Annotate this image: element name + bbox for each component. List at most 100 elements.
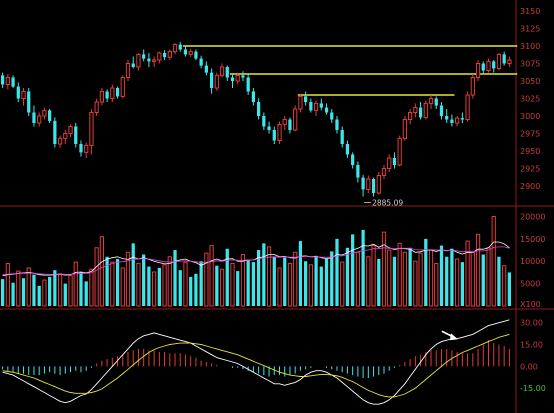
candle — [84, 142, 89, 158]
candle — [376, 172, 381, 195]
candle — [162, 50, 167, 60]
volume-bar — [397, 242, 402, 307]
price-axis: 3150 3125 3100 3075 3050 3025 3000 2975 2950 2925… — [520, 7, 540, 191]
volume-bar — [105, 256, 109, 306]
candle-body — [277, 123, 282, 142]
low-annotation: 2885.09 — [364, 198, 403, 207]
candle-body — [204, 65, 208, 73]
candle-body — [486, 60, 491, 72]
candle-body — [246, 77, 250, 92]
candle — [423, 100, 428, 120]
volume-bar — [189, 276, 193, 306]
candle-body — [345, 144, 350, 155]
volume-bar — [68, 275, 73, 307]
volume-bar — [491, 215, 496, 307]
candle-body — [455, 117, 460, 124]
volume-bar — [73, 261, 78, 307]
candle — [251, 88, 256, 106]
volume-bar — [287, 262, 293, 307]
candle — [381, 165, 387, 179]
volume-bar — [215, 265, 219, 306]
volume-bar — [366, 256, 371, 307]
price-tick-label: 3150 — [520, 7, 540, 16]
macd-axis: 30.00 15.00 0.00 -15.00 — [520, 319, 546, 393]
volume-bar — [178, 270, 182, 306]
candle — [496, 53, 502, 71]
candle — [507, 56, 512, 67]
candle — [68, 124, 73, 137]
candle — [157, 51, 162, 64]
volume-bar — [455, 258, 460, 307]
candle-body — [392, 158, 397, 165]
candle-body — [507, 59, 512, 64]
candle-body — [330, 112, 334, 120]
candle — [42, 107, 47, 120]
candle — [199, 55, 203, 69]
volume-bar — [11, 282, 15, 306]
resistance-lines — [182, 45, 518, 96]
volume-bar — [335, 238, 339, 306]
volume-bar — [266, 246, 272, 307]
arrow-head — [449, 333, 458, 341]
volume-bar — [497, 256, 501, 306]
candle — [460, 112, 464, 123]
volume-bar — [283, 257, 287, 306]
volume-bar — [230, 262, 235, 307]
volume-bar — [209, 245, 214, 307]
volume-bars — [0, 215, 512, 307]
volume-tick-label: 15000 — [520, 235, 545, 244]
candle-body — [42, 109, 47, 117]
volume-bar — [439, 245, 444, 306]
candle-body — [120, 77, 125, 97]
macd-lines — [2, 319, 510, 405]
volume-bar — [314, 255, 318, 306]
candle — [319, 98, 323, 111]
candle — [481, 61, 485, 74]
candle-body — [256, 102, 261, 116]
volume-bar — [219, 268, 225, 307]
candle-body — [267, 126, 271, 130]
volume-bar — [507, 272, 512, 306]
candle — [110, 84, 115, 102]
candle — [235, 72, 240, 85]
candle — [99, 88, 104, 106]
volume-bar — [94, 247, 99, 307]
candle-body — [402, 119, 408, 139]
candle — [356, 161, 360, 183]
candle — [470, 74, 475, 99]
candle-body — [142, 54, 146, 59]
candle-body — [235, 74, 240, 82]
candle-body — [251, 91, 256, 102]
candle-body — [241, 75, 245, 78]
volume-bar — [434, 262, 439, 307]
candle — [445, 109, 449, 123]
candle-body — [74, 126, 78, 144]
volume-bar — [387, 249, 392, 307]
candle-body — [272, 130, 276, 141]
volume-tick-label: 5000 — [520, 280, 540, 289]
candle — [418, 102, 423, 120]
volume-bar — [304, 261, 308, 306]
candle — [241, 71, 245, 81]
candle-body — [188, 51, 193, 55]
volume-bar — [475, 233, 481, 307]
candle-body — [32, 112, 36, 123]
macd-tick-label: 30.00 — [520, 319, 543, 328]
candle-body — [434, 98, 438, 106]
volume-bar — [355, 251, 360, 307]
candle-body — [340, 130, 344, 144]
candle — [136, 53, 141, 71]
volume-bar — [131, 243, 135, 306]
volume-bar — [42, 279, 47, 307]
candle — [387, 154, 392, 172]
candle — [79, 140, 83, 157]
macd-tick-label: -15.00 — [520, 384, 546, 393]
candle — [397, 135, 402, 167]
candle — [293, 105, 298, 132]
candle — [465, 91, 470, 122]
candle-body — [167, 51, 172, 58]
candle — [204, 61, 208, 76]
candle — [230, 74, 235, 88]
volume-tick-label: 20000 — [520, 212, 545, 221]
